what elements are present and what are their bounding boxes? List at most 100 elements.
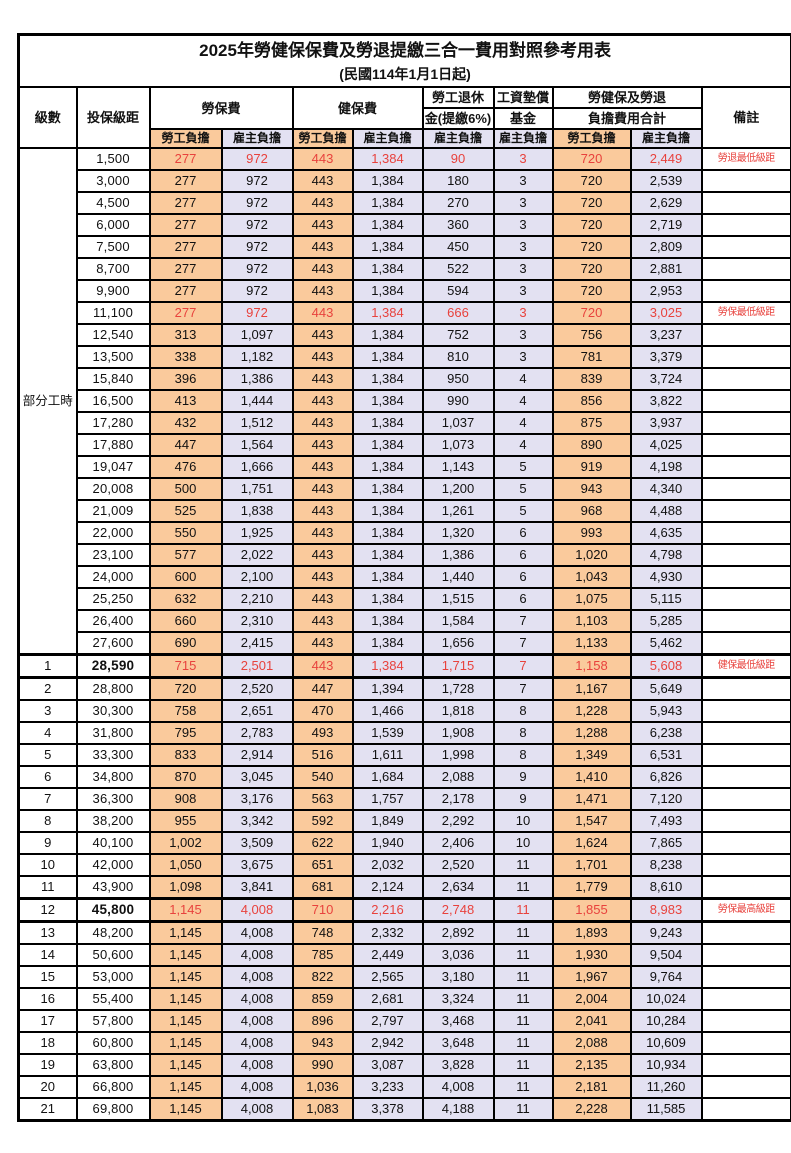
cell-total-employee: 1,075 <box>553 588 631 610</box>
cell-labor-employee: 432 <box>150 412 222 434</box>
cell-health-employee: 785 <box>293 944 353 966</box>
cell-pension-employer: 990 <box>423 390 494 412</box>
cell-pension-employer: 2,406 <box>423 832 494 854</box>
cell-total-employer: 7,865 <box>631 832 702 854</box>
cell-remark <box>702 810 791 832</box>
cell-total-employee: 968 <box>553 500 631 522</box>
cell-wage-fund-employer: 6 <box>494 588 553 610</box>
cell-health-employee: 1,083 <box>293 1098 353 1121</box>
cell-insured-salary: 24,000 <box>77 566 150 588</box>
cell-remark: 勞保最高級距 <box>702 899 791 922</box>
cell-remark <box>702 390 791 412</box>
cell-wage-fund-employer: 6 <box>494 566 553 588</box>
col-header-total-line1: 勞健保及勞退 <box>553 87 702 108</box>
cell-labor-employer: 4,008 <box>222 922 293 945</box>
cell-labor-employer: 1,386 <box>222 368 293 390</box>
cell-labor-employee: 396 <box>150 368 222 390</box>
cell-pension-employer: 2,892 <box>423 922 494 945</box>
cell-labor-employee: 1,145 <box>150 899 222 922</box>
cell-remark <box>702 258 791 280</box>
cell-remark <box>702 788 791 810</box>
part-time-merged-cell: 部分工時 <box>19 148 77 655</box>
cell-level: 7 <box>19 788 77 810</box>
cell-labor-employee: 1,145 <box>150 966 222 988</box>
cell-wage-fund-employer: 5 <box>494 456 553 478</box>
cell-health-employer: 2,565 <box>353 966 423 988</box>
cell-total-employer: 3,724 <box>631 368 702 390</box>
cell-insured-salary: 28,800 <box>77 678 150 701</box>
cell-labor-employer: 1,666 <box>222 456 293 478</box>
cell-pension-employer: 1,908 <box>423 722 494 744</box>
cell-health-employee: 443 <box>293 566 353 588</box>
cell-level: 10 <box>19 854 77 876</box>
cell-level: 6 <box>19 766 77 788</box>
cell-health-employer: 1,849 <box>353 810 423 832</box>
cell-total-employee: 1,288 <box>553 722 631 744</box>
cell-labor-employer: 3,841 <box>222 876 293 899</box>
cell-wage-fund-employer: 11 <box>494 1054 553 1076</box>
cell-labor-employer: 4,008 <box>222 1010 293 1032</box>
cell-total-employer: 11,260 <box>631 1076 702 1098</box>
subheader-health-employee: 勞工負擔 <box>293 129 353 148</box>
cell-labor-employee: 1,145 <box>150 1010 222 1032</box>
cell-total-employee: 2,088 <box>553 1032 631 1054</box>
cell-health-employer: 1,384 <box>353 302 423 324</box>
cell-health-employee: 470 <box>293 700 353 722</box>
cell-wage-fund-employer: 4 <box>494 412 553 434</box>
cell-pension-employer: 594 <box>423 280 494 302</box>
cell-health-employee: 443 <box>293 632 353 655</box>
cell-total-employer: 8,238 <box>631 854 702 876</box>
cell-level: 4 <box>19 722 77 744</box>
cell-total-employer: 3,237 <box>631 324 702 346</box>
cell-health-employer: 1,757 <box>353 788 423 810</box>
cell-health-employee: 563 <box>293 788 353 810</box>
cell-health-employee: 443 <box>293 214 353 236</box>
cell-remark <box>702 1010 791 1032</box>
cell-remark <box>702 610 791 632</box>
cell-insured-salary: 33,300 <box>77 744 150 766</box>
cell-level: 13 <box>19 922 77 945</box>
cell-health-employee: 859 <box>293 988 353 1010</box>
cell-insured-salary: 21,009 <box>77 500 150 522</box>
cell-labor-employee: 1,002 <box>150 832 222 854</box>
cell-total-employer: 9,504 <box>631 944 702 966</box>
cell-wage-fund-employer: 3 <box>494 302 553 324</box>
cell-total-employee: 2,135 <box>553 1054 631 1076</box>
cell-level: 12 <box>19 899 77 922</box>
cell-insured-salary: 30,300 <box>77 700 150 722</box>
cell-remark <box>702 1032 791 1054</box>
cell-remark <box>702 170 791 192</box>
cell-total-employer: 6,531 <box>631 744 702 766</box>
cell-total-employer: 5,608 <box>631 655 702 678</box>
cell-labor-employee: 690 <box>150 632 222 655</box>
cell-total-employer: 2,629 <box>631 192 702 214</box>
cell-level: 18 <box>19 1032 77 1054</box>
cell-total-employer: 10,024 <box>631 988 702 1010</box>
cell-remark <box>702 678 791 701</box>
cell-wage-fund-employer: 9 <box>494 766 553 788</box>
cell-remark <box>702 544 791 566</box>
cell-health-employee: 443 <box>293 148 353 170</box>
cell-wage-fund-employer: 3 <box>494 148 553 170</box>
cell-total-employer: 4,025 <box>631 434 702 456</box>
cell-insured-salary: 55,400 <box>77 988 150 1010</box>
cell-labor-employee: 277 <box>150 148 222 170</box>
cell-total-employer: 4,798 <box>631 544 702 566</box>
cell-labor-employer: 4,008 <box>222 1098 293 1121</box>
cell-insured-salary: 15,840 <box>77 368 150 390</box>
cell-level: 5 <box>19 744 77 766</box>
cell-wage-fund-employer: 3 <box>494 258 553 280</box>
cell-remark <box>702 832 791 854</box>
cell-health-employee: 443 <box>293 588 353 610</box>
cell-remark: 健保最低級距 <box>702 655 791 678</box>
cell-pension-employer: 1,728 <box>423 678 494 701</box>
cell-health-employer: 2,124 <box>353 876 423 899</box>
cell-labor-employer: 1,444 <box>222 390 293 412</box>
